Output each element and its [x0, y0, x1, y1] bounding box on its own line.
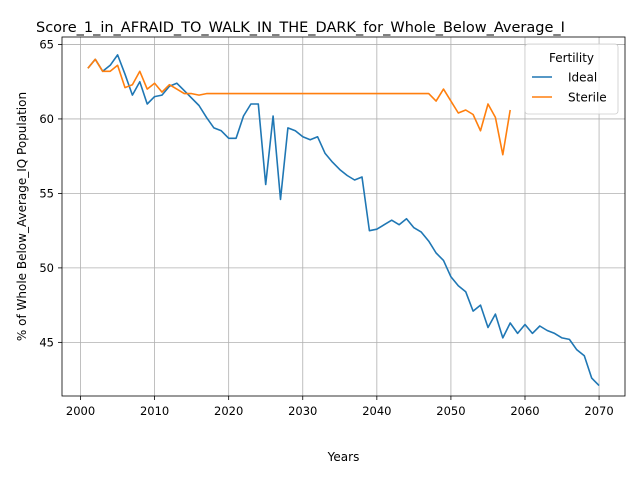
x-axis-ticks: 2000 2010 2020 2030 2040 2050 2060 2070 [66, 396, 614, 418]
x-axis-label: Years [327, 450, 360, 464]
legend-title: Fertility [549, 51, 594, 65]
x-tick-label: 2050 [436, 404, 465, 418]
series-line-ideal [87, 54, 600, 387]
y-axis-label: % of Whole Below_Average_IQ Population [15, 92, 29, 341]
legend-label-sterile: Sterile [568, 91, 607, 105]
y-tick-label: 45 [39, 335, 54, 349]
x-tick-label: 2070 [584, 404, 613, 418]
y-tick-label: 50 [39, 261, 54, 275]
legend-label-ideal: Ideal [568, 71, 597, 85]
x-tick-label: 2060 [510, 404, 539, 418]
y-tick-label: 60 [39, 112, 54, 126]
series-layer [87, 54, 600, 387]
series-line-sterile [87, 58, 511, 156]
y-tick-label: 65 [39, 37, 54, 51]
chart-title: Score_1_in_AFRAID_TO_WALK_IN_THE_DARK_fo… [36, 20, 565, 36]
y-axis-ticks: 45 50 55 60 65 [39, 37, 62, 349]
x-tick-label: 2010 [140, 404, 169, 418]
legend: Fertility Ideal Sterile [524, 43, 619, 115]
x-tick-label: 2000 [66, 404, 95, 418]
plot-frame [61, 36, 626, 397]
x-tick-label: 2020 [214, 404, 243, 418]
x-tick-label: 2030 [288, 404, 317, 418]
x-tick-label: 2040 [362, 404, 391, 418]
y-tick-label: 55 [39, 186, 54, 200]
